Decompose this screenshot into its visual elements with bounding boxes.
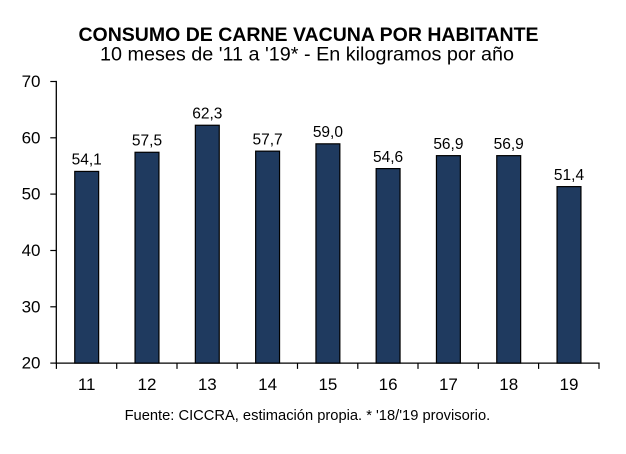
svg-text:19: 19 <box>560 375 579 394</box>
svg-text:56,9: 56,9 <box>433 136 463 153</box>
svg-text:13: 13 <box>198 375 217 394</box>
svg-text:54,1: 54,1 <box>72 152 102 169</box>
svg-text:56,9: 56,9 <box>494 136 524 153</box>
svg-text:59,0: 59,0 <box>313 124 344 141</box>
svg-text:60: 60 <box>22 128 41 147</box>
svg-text:CONSUMO DE CARNE VACUNA POR HA: CONSUMO DE CARNE VACUNA POR HABITANTE <box>78 24 538 46</box>
svg-text:62,3: 62,3 <box>192 105 222 122</box>
svg-text:57,7: 57,7 <box>253 131 283 148</box>
svg-text:15: 15 <box>318 375 337 394</box>
svg-text:57,5: 57,5 <box>132 133 162 150</box>
svg-text:54,6: 54,6 <box>373 149 403 166</box>
svg-text:10 meses de '11 a '19* - En ki: 10 meses de '11 a '19* - En kilogramos p… <box>100 44 514 66</box>
svg-text:18: 18 <box>499 375 518 394</box>
svg-text:20: 20 <box>22 354 41 373</box>
svg-text:51,4: 51,4 <box>554 167 585 184</box>
svg-text:12: 12 <box>138 375 157 394</box>
svg-text:11: 11 <box>78 375 96 394</box>
svg-text:14: 14 <box>258 375 277 394</box>
svg-text:30: 30 <box>22 297 41 316</box>
svg-text:Fuente: CICCRA, estimación pro: Fuente: CICCRA, estimación propia. * '18… <box>125 408 491 424</box>
svg-text:40: 40 <box>22 241 41 260</box>
svg-text:70: 70 <box>22 72 41 91</box>
svg-text:17: 17 <box>439 375 458 394</box>
svg-text:16: 16 <box>379 375 398 394</box>
svg-text:50: 50 <box>22 185 41 204</box>
